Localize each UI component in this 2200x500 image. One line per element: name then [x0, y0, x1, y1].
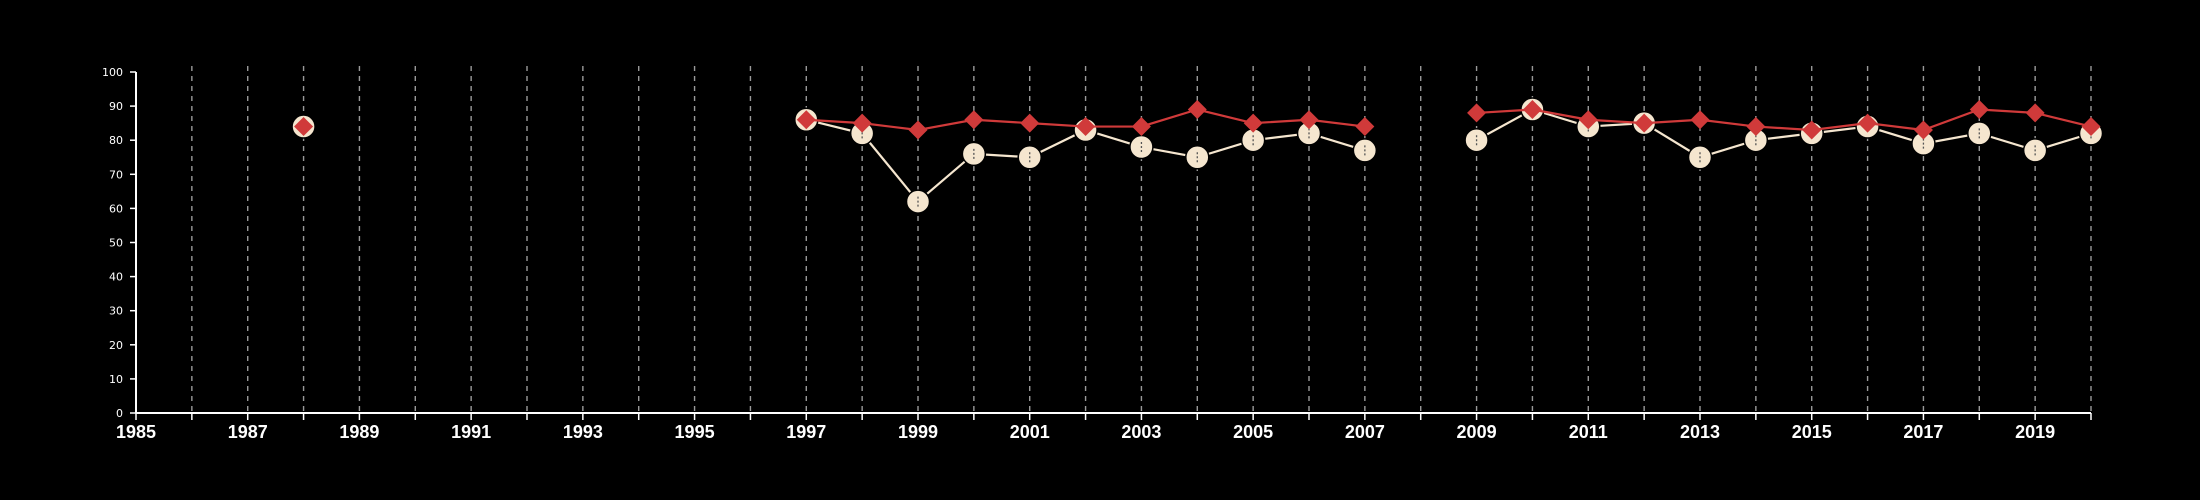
x-tick-label: 2019: [2015, 422, 2055, 442]
x-tick-label: 2013: [1680, 422, 1720, 442]
series-b-point: [852, 113, 872, 133]
series-b-point: [1467, 103, 1487, 123]
series-b-point: [1243, 113, 1263, 133]
series-b-point: [1020, 113, 1040, 133]
series-b-point: [1746, 117, 1766, 137]
x-tick-label: 1997: [786, 422, 826, 442]
series-b-point: [1690, 110, 1710, 130]
x-tick-label: 1991: [451, 422, 491, 442]
series-b-point: [1802, 120, 1822, 140]
y-axis-ticks: 0 10 20 30 40 50 60 70 80 90 100: [102, 66, 136, 420]
y-tick-label: 80: [109, 134, 123, 147]
series-b-point: [1076, 117, 1096, 137]
x-tick-label: 1993: [563, 422, 603, 442]
y-tick-label: 50: [109, 237, 123, 250]
series-b-point: [1578, 110, 1598, 130]
y-tick-label: 10: [109, 373, 123, 386]
y-tick-label: 30: [109, 305, 123, 318]
series-b-point: [964, 110, 984, 130]
series-b-point: [2081, 117, 2101, 137]
x-tick-label: 2007: [1345, 422, 1385, 442]
series-b-point: [294, 117, 314, 137]
y-tick-label: 70: [109, 168, 123, 181]
series-b-point: [1913, 120, 1933, 140]
series-layer: [291, 97, 2104, 214]
x-tick-label: 2005: [1233, 422, 1273, 442]
x-tick-label: 2015: [1792, 422, 1832, 442]
x-tick-label: 1999: [898, 422, 938, 442]
series-b-point: [1522, 100, 1542, 120]
x-tick-label: 2003: [1121, 422, 1161, 442]
x-axis-ticks: 1985 1987 1989 1991 1993 1995 1997 1999 2001 2003…: [116, 413, 2092, 442]
x-tick-label: 1987: [228, 422, 268, 442]
series-b-point: [1299, 110, 1319, 130]
y-tick-label: 20: [109, 339, 123, 352]
y-tick-label: 40: [109, 271, 123, 284]
x-tick-label: 1989: [339, 422, 379, 442]
y-tick-label: 90: [109, 100, 123, 113]
series-b-point: [1969, 100, 1989, 120]
series-b-point: [2025, 103, 2045, 123]
series-b-line: [1476, 108, 2092, 132]
series-b-point: [796, 110, 816, 130]
x-tick-label: 2011: [1569, 422, 1608, 442]
y-tick-label: 0: [116, 407, 123, 420]
x-tick-label: 1985: [116, 422, 156, 442]
series-b-point: [1187, 100, 1207, 120]
grid-lines: [191, 66, 2092, 413]
series-b-point: [1858, 113, 1878, 133]
y-tick-label: 60: [109, 202, 123, 215]
x-tick-label: 2017: [1903, 422, 1943, 442]
series-b-point: [1131, 117, 1151, 137]
x-tick-label: 1995: [675, 422, 715, 442]
series-b-point: [1634, 113, 1654, 133]
series-b-point: [908, 120, 928, 140]
y-tick-label: 100: [102, 66, 123, 79]
x-tick-label: 2009: [1457, 422, 1497, 442]
x-tick-label: 2001: [1010, 422, 1050, 442]
series-b-point: [1355, 117, 1375, 137]
